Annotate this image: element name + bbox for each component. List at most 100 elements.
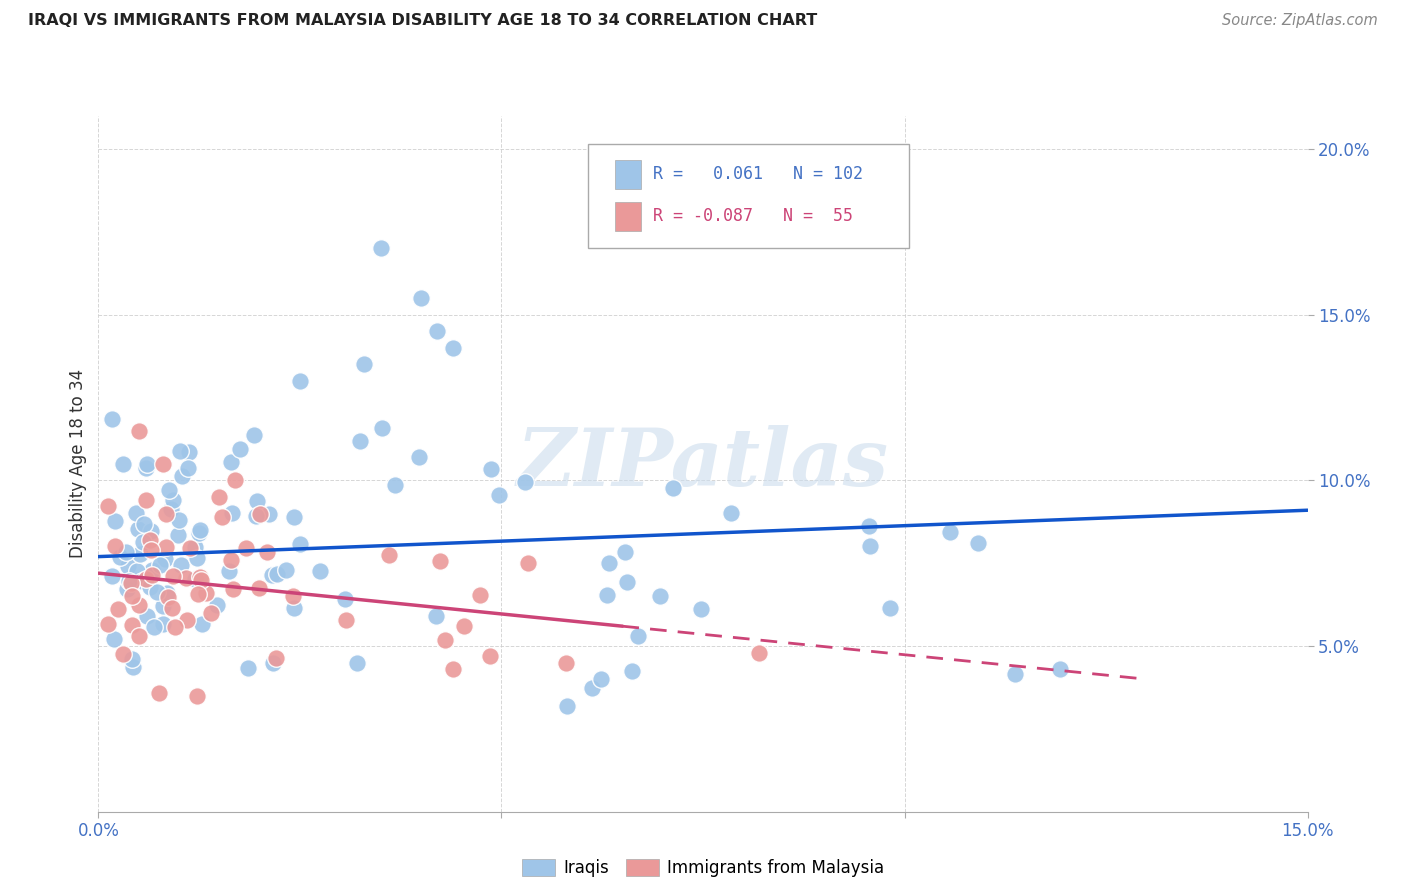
Point [128, 424, 150, 438]
Point [377, 548, 399, 562]
Point [132, 535, 155, 549]
Point [479, 462, 502, 476]
Point [121, 589, 143, 603]
Point [219, 455, 242, 469]
FancyBboxPatch shape [614, 160, 641, 189]
Point [221, 506, 243, 520]
Point [135, 492, 157, 507]
Point [1004, 666, 1026, 681]
Point [153, 552, 176, 566]
Point [97, 617, 120, 632]
Point [167, 512, 190, 526]
Point [155, 507, 177, 521]
Point [136, 608, 159, 623]
Point [186, 689, 208, 703]
Point [146, 585, 169, 599]
Point [648, 589, 671, 603]
Point [135, 572, 157, 586]
Point [179, 541, 201, 555]
Point [879, 600, 901, 615]
Point [468, 588, 491, 602]
Point [425, 608, 447, 623]
Text: Source: ZipAtlas.com: Source: ZipAtlas.com [1222, 13, 1378, 29]
Point [598, 556, 620, 570]
Point [433, 633, 456, 648]
Point [186, 550, 208, 565]
Point [160, 502, 183, 516]
Point [162, 568, 184, 582]
Point [194, 586, 217, 600]
Point [190, 616, 212, 631]
Point [748, 646, 770, 660]
Point [107, 601, 129, 615]
Point [176, 461, 198, 475]
Point [229, 442, 252, 456]
Point [242, 428, 264, 442]
Point [121, 617, 143, 632]
Point [555, 656, 578, 670]
Point [169, 443, 191, 458]
Point [155, 540, 177, 554]
Point [111, 457, 134, 471]
Point [152, 457, 174, 471]
FancyBboxPatch shape [588, 144, 908, 248]
Point [409, 291, 432, 305]
Point [720, 506, 742, 520]
Point [595, 587, 617, 601]
Point [211, 509, 233, 524]
Point [516, 556, 538, 570]
Point [152, 599, 174, 614]
Point [117, 582, 139, 596]
Point [218, 564, 240, 578]
Point [139, 580, 162, 594]
Text: IRAQI VS IMMIGRANTS FROM MALAYSIA DISABILITY AGE 18 TO 34 CORRELATION CHART: IRAQI VS IMMIGRANTS FROM MALAYSIA DISABI… [28, 13, 817, 29]
Point [288, 537, 311, 551]
Point [118, 574, 141, 588]
Point [479, 648, 502, 663]
Point [200, 606, 222, 620]
Point [1049, 662, 1071, 676]
Point [349, 434, 371, 449]
Point [103, 539, 125, 553]
Point [167, 528, 190, 542]
Point [132, 517, 155, 532]
Point [135, 460, 157, 475]
Point [259, 508, 281, 522]
Point [308, 564, 330, 578]
Point [591, 672, 613, 686]
Point [190, 574, 212, 588]
Point [188, 570, 211, 584]
Point [208, 490, 231, 504]
Point [127, 522, 149, 536]
Point [260, 568, 283, 582]
Point [184, 540, 207, 554]
Point [169, 558, 191, 572]
Point [266, 566, 288, 581]
Point [121, 652, 143, 666]
Point [149, 558, 172, 572]
Point [662, 481, 685, 495]
Point [939, 525, 962, 540]
Point [104, 514, 127, 528]
Point [117, 559, 139, 574]
Point [236, 661, 259, 675]
Point [283, 510, 305, 524]
Point [616, 574, 638, 589]
Point [283, 601, 305, 615]
Point [335, 613, 357, 627]
Point [188, 523, 211, 537]
FancyBboxPatch shape [614, 202, 641, 231]
Point [515, 475, 537, 490]
Point [121, 660, 143, 674]
Point [141, 563, 163, 577]
Point [205, 598, 228, 612]
Point [441, 662, 464, 676]
Point [249, 507, 271, 521]
Point [136, 457, 159, 471]
Point [346, 657, 368, 671]
Point [125, 564, 148, 578]
Point [163, 620, 186, 634]
Point [256, 545, 278, 559]
Point [152, 617, 174, 632]
Point [235, 541, 257, 555]
